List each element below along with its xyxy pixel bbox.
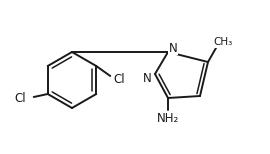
Text: Cl: Cl <box>14 91 26 105</box>
Text: NH₂: NH₂ <box>157 111 179 124</box>
Text: CH₃: CH₃ <box>213 37 233 47</box>
Text: Cl: Cl <box>113 73 125 85</box>
Text: N: N <box>143 71 151 85</box>
Text: N: N <box>169 41 177 55</box>
